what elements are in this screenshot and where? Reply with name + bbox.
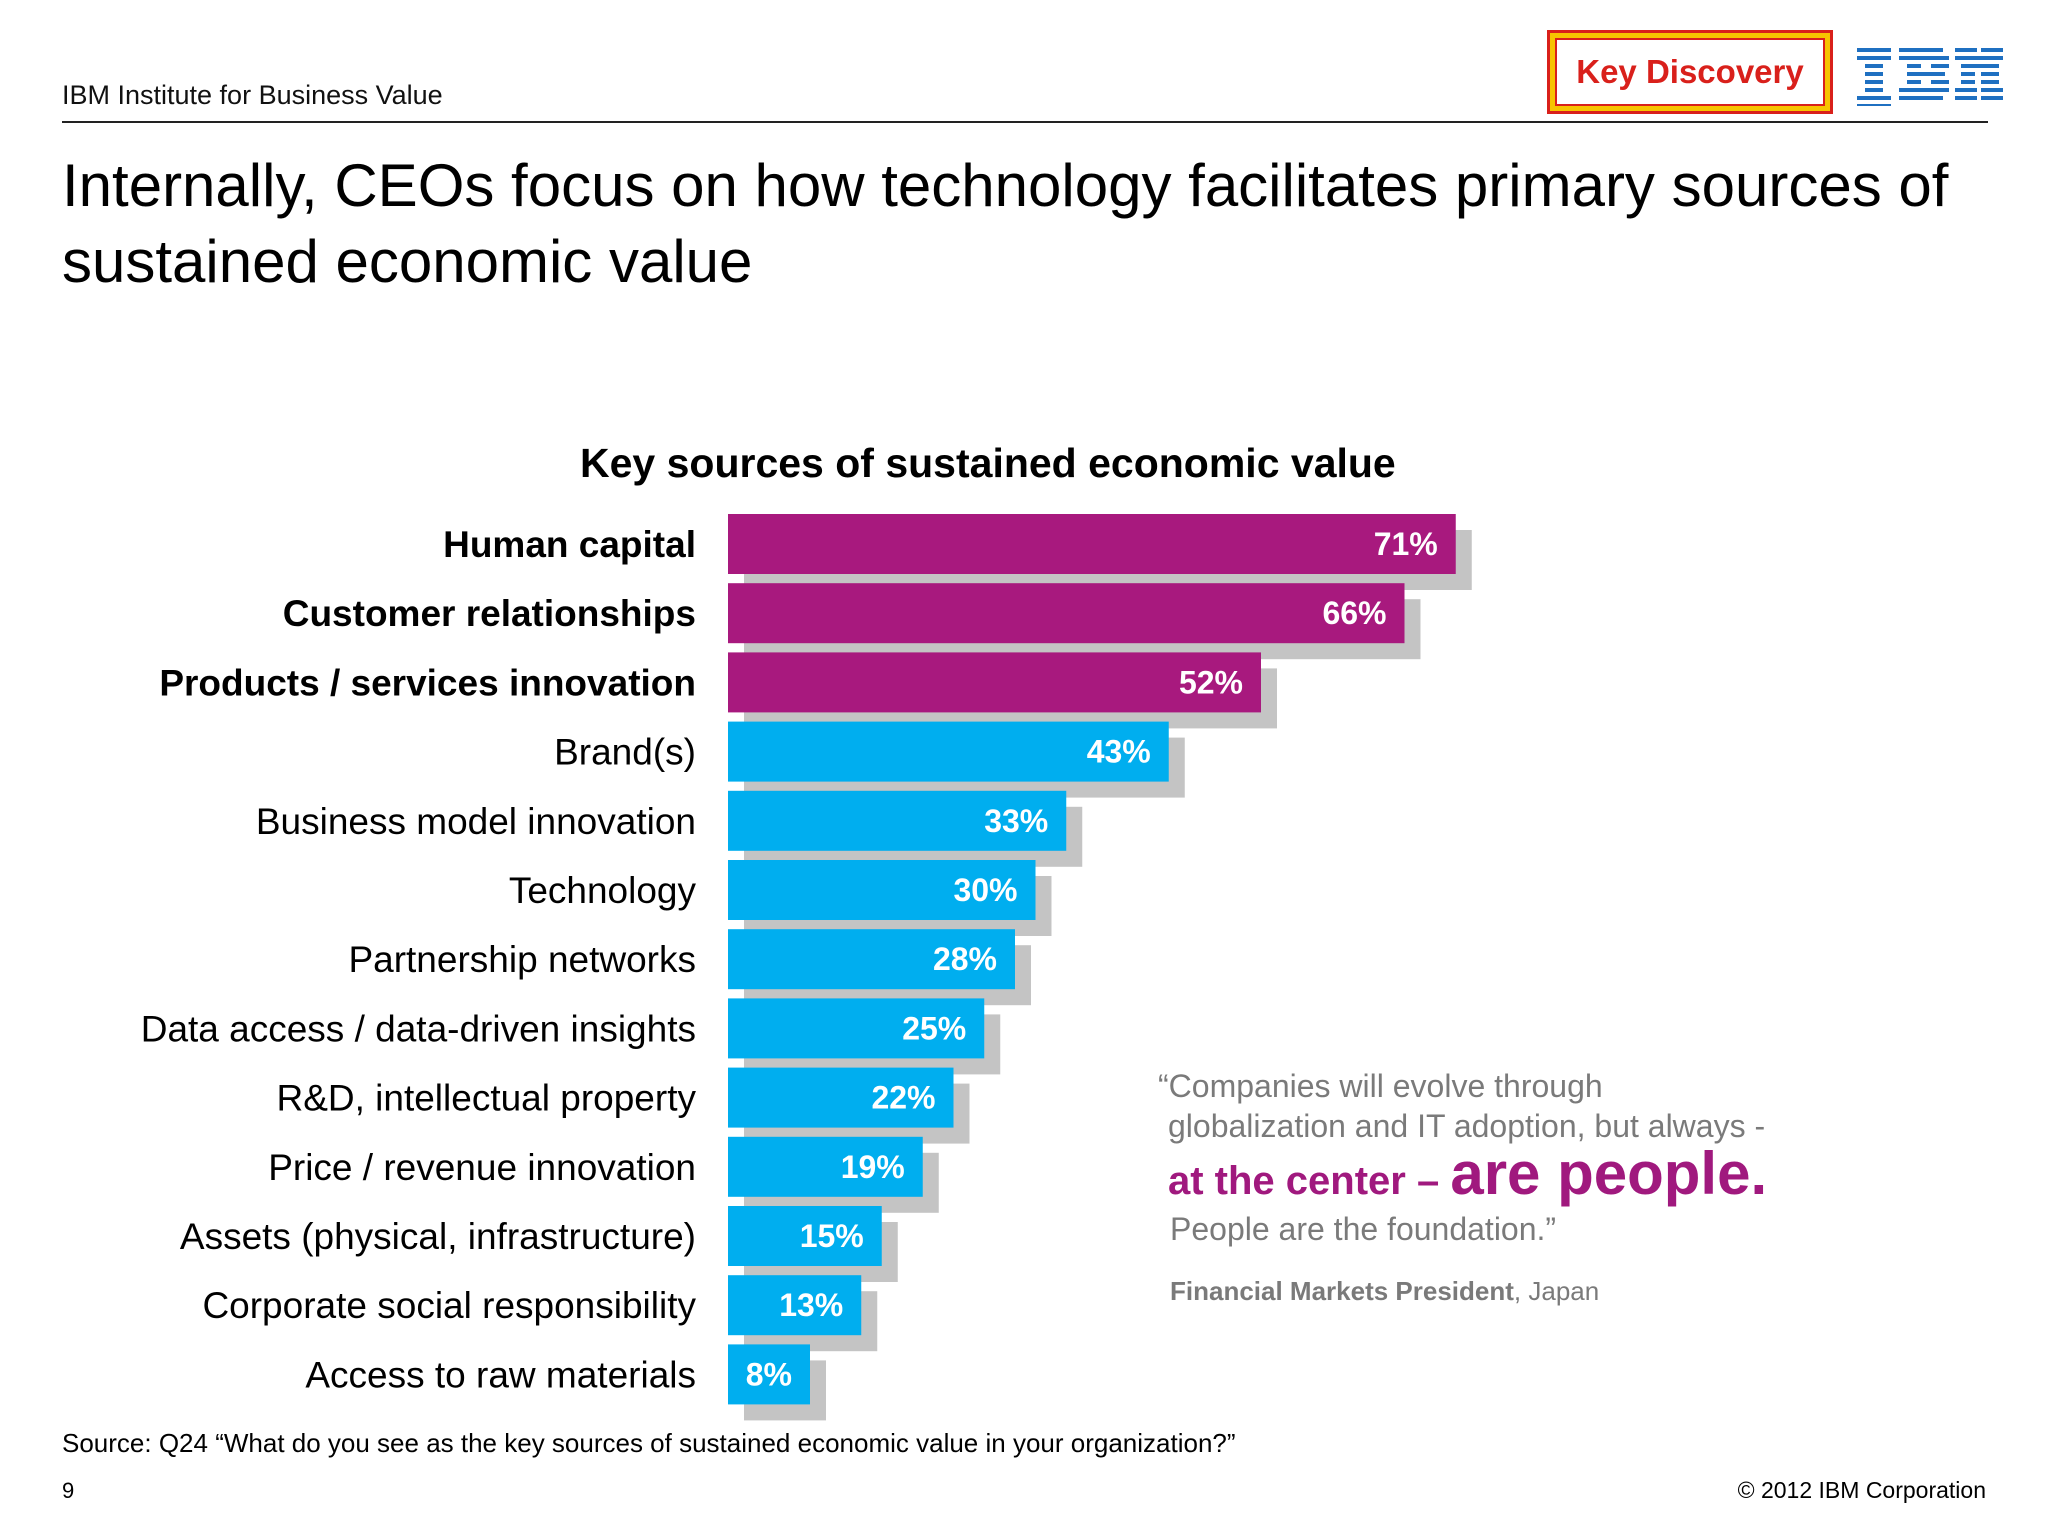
bar-value-label: 22% <box>871 1080 935 1116</box>
category-label: Human capital <box>443 524 696 565</box>
quote-emphasis-big: are people. <box>1450 1140 1768 1207</box>
category-label: Data access / data-driven insights <box>141 1008 696 1049</box>
bar <box>728 860 1036 920</box>
category-label: Products / services innovation <box>159 662 696 703</box>
bar-value-label: 13% <box>779 1287 843 1323</box>
bar <box>728 1136 923 1197</box>
bar <box>728 1344 810 1405</box>
category-label: Brand(s) <box>554 732 696 773</box>
bar-value-label: 19% <box>841 1149 905 1185</box>
category-label: Corporate social responsibility <box>202 1285 696 1326</box>
category-label: R&D, intellectual property <box>276 1078 696 1119</box>
bar <box>728 721 1169 782</box>
bar-value-label: 43% <box>1087 734 1151 770</box>
bar-value-label: 52% <box>1179 664 1243 700</box>
bar <box>728 583 1405 644</box>
quote-attribution: Financial Markets President, Japan <box>1170 1271 1978 1311</box>
category-label: Assets (physical, infrastructure) <box>180 1216 696 1257</box>
bar <box>728 1206 882 1266</box>
page-title: Internally, CEOs focus on how technology… <box>62 152 1949 295</box>
bar <box>728 790 1067 851</box>
key-discovery-label: Key Discovery <box>1555 38 1825 106</box>
bar <box>728 998 985 1059</box>
quote-attribution-location: , Japan <box>1513 1276 1600 1306</box>
quote-emphasis: at the center – are people. <box>1168 1144 1978 1204</box>
bar-value-label: 28% <box>933 941 997 977</box>
category-label: Partnership networks <box>348 939 696 980</box>
bar <box>728 652 1261 713</box>
key-discovery-badge: Key Discovery <box>1547 30 1833 114</box>
source-note: Source: Q24 “What do you see as the key … <box>62 1428 1236 1458</box>
bar-value-label: 25% <box>902 1010 966 1046</box>
page-number: 9 <box>62 1478 75 1503</box>
bar-value-label: 8% <box>746 1356 792 1392</box>
ibm-logo <box>1857 48 2003 106</box>
bar-value-label: 66% <box>1322 595 1386 631</box>
bar <box>728 514 1456 574</box>
bar <box>728 1275 862 1336</box>
bar-value-label: 33% <box>984 803 1048 839</box>
category-label: Business model innovation <box>256 801 696 842</box>
header-rule <box>62 121 1988 123</box>
quote-attribution-title: Financial Markets President <box>1170 1276 1514 1306</box>
bar-value-label: 71% <box>1374 526 1438 562</box>
quote-block: “Companies will evolve through globaliza… <box>1158 1066 1978 1311</box>
category-label: Technology <box>509 870 697 911</box>
bar <box>728 929 1015 990</box>
bar <box>728 1067 954 1128</box>
category-label: Access to raw materials <box>305 1354 696 1395</box>
category-label: Price / revenue innovation <box>268 1147 696 1188</box>
quote-line-1: “Companies will evolve through <box>1158 1068 1603 1104</box>
quote-line-2: globalization and IT adoption, but alway… <box>1168 1108 1766 1144</box>
org-name: IBM Institute for Business Value <box>62 80 443 110</box>
category-label: Customer relationships <box>283 593 696 634</box>
chart-title: Key sources of sustained economic value <box>580 440 1396 486</box>
quote-line-3: People are the foundation.” <box>1170 1211 1557 1247</box>
quote-emphasis-small: at the center – <box>1168 1159 1451 1203</box>
bar-value-label: 15% <box>800 1218 864 1254</box>
copyright: © 2012 IBM Corporation <box>1737 1477 1986 1503</box>
bar-value-label: 30% <box>953 872 1017 908</box>
